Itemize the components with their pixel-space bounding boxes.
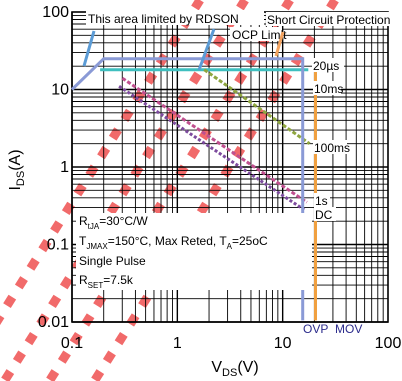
mov-label: MOV <box>335 322 362 336</box>
rdson-arrow-2 <box>197 28 216 71</box>
y-tick-label: 0.1 <box>47 237 69 254</box>
label-100ms: 100ms <box>314 141 350 155</box>
tick-labels: 0.1 1 10 100 0.01 0.1 1 10 100 <box>38 4 402 352</box>
y-tick-label: 1 <box>60 159 69 176</box>
series-line-10ms <box>203 68 311 145</box>
ocp-arrow <box>274 31 285 57</box>
x-tick-label: 1 <box>173 335 182 352</box>
label-10ms: 10ms <box>314 82 343 96</box>
series-line-1s <box>121 76 308 204</box>
y-axis-title: IDS(A) <box>7 149 27 190</box>
rdson-text: This area limited by RDSON <box>88 12 239 26</box>
x-axis-title: VDS(V) <box>211 359 258 379</box>
short-circuit-box <box>266 12 390 26</box>
short-circuit-text: Short Circuit Protection <box>267 13 390 27</box>
conditions-box: RtJA=30°C/W TJMAX=150°C, Max Reted, TA=2… <box>76 213 312 290</box>
cond-single-pulse: Single Pulse <box>79 254 146 268</box>
label-1s: 1s <box>315 194 328 208</box>
y-tick-label: 10 <box>51 82 69 99</box>
series-labels: 20µs 10ms 100ms 1s DC <box>312 58 350 222</box>
ocp-text: OCP Limit <box>232 28 287 42</box>
rdson-arrow-1 <box>82 30 96 67</box>
ovp-label: OVP <box>303 322 328 336</box>
short-circuit-annotation: Short Circuit Protection OCP Limit <box>230 12 390 57</box>
label-20us: 20µs <box>313 59 339 73</box>
series-line-dc <box>118 85 306 212</box>
y-tick-label: 0.01 <box>38 314 69 331</box>
rdson-box <box>86 10 264 25</box>
label-dc: DC <box>315 208 333 222</box>
x-tick-label: 100 <box>375 335 402 352</box>
x-tick-label: 10 <box>274 335 292 352</box>
cond-rtja: RtJA=30°C/W <box>79 214 148 231</box>
cond-rset: RSET=7.5k <box>79 273 134 290</box>
cond-tjmax: TJMAX=150°C, Max Reted, TA=25oC <box>79 234 268 251</box>
ocp-box <box>230 27 282 41</box>
x-tick-label: 0.1 <box>61 335 83 352</box>
rdson-annotation: This area limited by RDSON <box>82 10 264 71</box>
y-tick-label: 100 <box>42 4 69 21</box>
